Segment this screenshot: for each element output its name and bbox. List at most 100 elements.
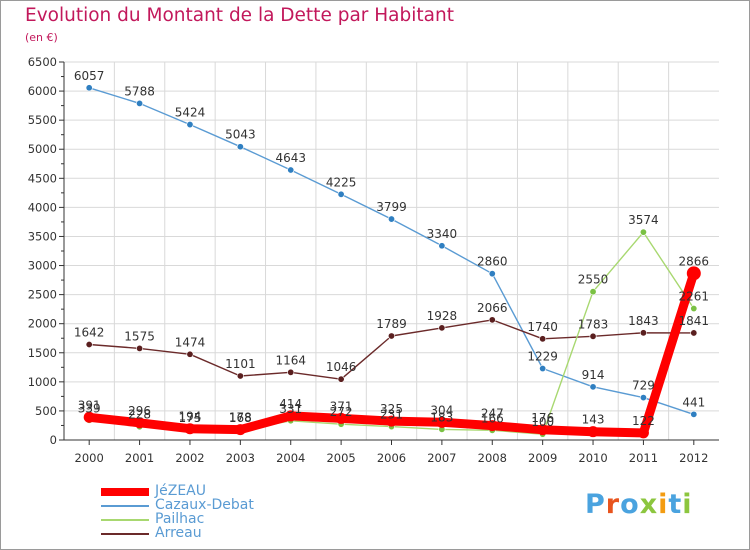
series-0-label-9: 176 [531,411,554,425]
series-1-point-6 [387,215,395,223]
series-1-point-4 [287,166,295,174]
legend-label-0: JéZEAU [155,483,207,499]
series-1-label-11: 729 [632,379,655,393]
series-3-point-0 [85,341,93,349]
series-1-point-7 [438,242,446,250]
series-3-point-3 [236,372,244,380]
series-3-label-11: 1843 [628,314,659,328]
legend-item-2: Pailhac [101,511,341,527]
series-0-point-0 [83,411,95,423]
legend-label-3: Arreau [155,525,202,541]
series-1-label-7: 3340 [427,227,458,241]
chart-title: Evolution du Montant de la Dette par Hab… [25,5,454,26]
series-3-label-5: 1046 [326,360,357,374]
y-tick-label-8: 4000 [28,200,57,214]
x-tick-label-6: 2006 [377,451,406,465]
series-1-point-10 [589,383,597,391]
series-3-label-3: 1101 [225,357,256,371]
legend-item-0: JéZEAU [101,483,341,499]
series-3-label-2: 1474 [175,335,206,349]
series-2-label-8: 166 [481,411,504,425]
x-tick-label-7: 2007 [427,451,456,465]
series-1-point-8 [488,270,496,278]
series-3-label-4: 1164 [275,353,306,367]
y-tick-label-4: 2000 [28,317,57,331]
series-0-point-10 [587,426,599,438]
series-1-label-3: 5043 [225,128,256,142]
series-0-label-2: 194 [179,410,202,424]
legend-swatch-1 [101,505,149,507]
series-1-label-12: 441 [682,395,705,409]
series-0-point-2 [184,423,196,435]
x-tick-label-10: 2010 [578,451,607,465]
y-tick-label-0: 0 [50,433,57,447]
series-1-label-9: 1229 [527,350,558,364]
legend-label-2: Pailhac [155,511,205,527]
series-2-point-10 [589,288,597,296]
series-3-point-5 [337,375,345,383]
series-2-label-9: 100 [531,415,554,429]
series-0-label-12: 2866 [679,254,710,268]
series-3-point-1 [136,344,144,352]
logo-letter-5: t [668,489,683,520]
legend-item-3: Arreau [101,525,341,541]
series-3-point-12 [690,329,698,337]
series-2-label-4: 331 [279,402,302,416]
series-3-label-1: 1575 [124,329,155,343]
x-tick-label-1: 2001 [125,451,154,465]
series-2-label-7: 183 [430,410,453,424]
series-0-label-8: 247 [481,407,504,421]
series-1-point-12 [690,410,698,418]
series-0-point-6 [386,415,397,427]
series-0-label-0: 391 [78,398,101,412]
series-0-point-12 [686,266,701,281]
logo-letter-1: r [605,489,621,520]
series-0-point-3 [234,424,246,436]
chart-subtitle: (en €) [25,31,58,44]
logo-letter-2: o [620,489,640,520]
series-0-label-1: 296 [128,404,151,418]
series-2-label-1: 228 [128,408,151,422]
series-3-point-10 [589,332,597,340]
series-2-label-6: 231 [380,408,403,422]
series-3-point-8 [488,316,496,324]
series-1-label-0: 6057 [74,69,105,83]
y-tick-label-11: 5500 [28,113,57,127]
series-1-point-2 [186,121,194,129]
y-tick-label-9: 4500 [28,171,57,185]
series-0-point-1 [134,417,146,429]
series-0-point-5 [335,412,347,424]
y-tick-label-1: 500 [35,404,57,418]
x-tick-label-5: 2005 [326,451,355,465]
series-1-point-3 [236,143,244,151]
legend-label-1: Cazaux-Debat [155,497,254,513]
x-tick-label-2: 2002 [175,451,204,465]
series-1-point-1 [136,99,144,107]
series-0-point-7 [436,416,448,428]
x-tick-label-12: 2012 [679,451,708,465]
y-tick-label-7: 3500 [28,229,57,243]
series-3-point-9 [539,335,547,343]
y-tick-label-12: 6000 [28,84,57,98]
series-1-label-8: 2860 [477,255,508,269]
series-0-point-8 [486,420,498,432]
legend-swatch-3 [101,533,149,535]
series-1-label-4: 4643 [275,151,306,165]
x-tick-label-9: 2009 [528,451,557,465]
series-2-label-2: 175 [179,411,202,425]
series-0-label-11: 122 [632,414,655,428]
series-3-label-10: 1783 [578,317,609,331]
series-2-point-12 [690,305,698,313]
series-3-label-8: 2066 [477,301,508,315]
legend: JéZEAU Cazaux-Debat Pailhac Arreau [101,483,341,541]
series-1-label-6: 3799 [376,200,407,214]
series-1-point-0 [85,84,93,92]
series-2-label-3: 168 [229,411,252,425]
logo-letter-6: i [682,489,693,520]
series-3-point-11 [639,329,647,337]
y-tick-label-13: 6500 [28,55,57,69]
series-1-label-5: 4225 [326,175,357,189]
series-3-point-6 [387,332,395,340]
series-2-label-5: 272 [330,405,353,419]
